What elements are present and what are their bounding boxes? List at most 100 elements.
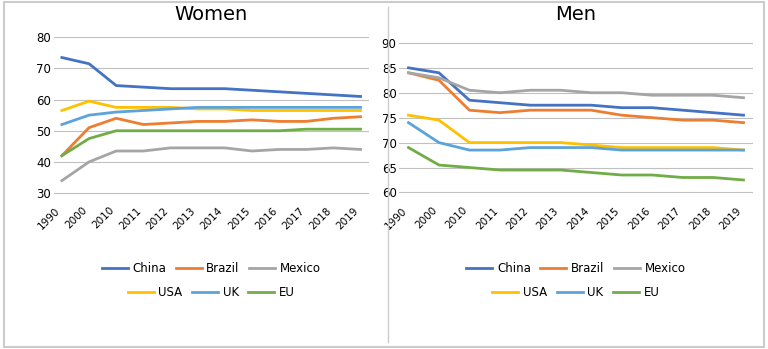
Legend: USA, UK, EU: USA, UK, EU (488, 282, 664, 304)
USA (166, 105, 175, 110)
Brazil (678, 118, 687, 122)
EU (302, 127, 311, 131)
Brazil (329, 116, 338, 120)
Line: EU: EU (62, 129, 360, 156)
USA (404, 113, 413, 117)
EU (678, 176, 687, 180)
Line: USA: USA (409, 115, 743, 150)
UK (139, 109, 148, 113)
Mexico (526, 88, 535, 92)
China (617, 106, 626, 110)
UK (302, 105, 311, 110)
Brazil (356, 114, 365, 119)
USA (58, 109, 67, 113)
USA (678, 146, 687, 150)
China (111, 83, 121, 88)
Mexico (708, 93, 717, 97)
Brazil (495, 111, 505, 115)
UK (647, 148, 657, 152)
UK (404, 120, 413, 125)
Line: China: China (62, 58, 360, 96)
China (647, 106, 657, 110)
China (708, 111, 717, 115)
Brazil (435, 78, 444, 82)
China (193, 87, 202, 91)
China (356, 94, 365, 98)
USA (111, 105, 121, 110)
USA (587, 143, 596, 147)
UK (84, 113, 94, 117)
UK (220, 105, 230, 110)
USA (220, 107, 230, 111)
China (526, 103, 535, 107)
Line: UK: UK (62, 107, 360, 125)
Mexico (111, 149, 121, 153)
UK (617, 148, 626, 152)
Mexico (166, 146, 175, 150)
EU (556, 168, 565, 172)
Brazil (465, 108, 474, 112)
EU (166, 129, 175, 133)
UK (587, 146, 596, 150)
Mexico (739, 96, 748, 100)
Mexico (465, 88, 474, 92)
Brazil (302, 119, 311, 124)
Mexico (678, 93, 687, 97)
Mexico (84, 160, 94, 164)
China (587, 103, 596, 107)
EU (526, 168, 535, 172)
Brazil (274, 119, 283, 124)
UK (58, 122, 67, 127)
EU (84, 136, 94, 141)
USA (247, 109, 257, 113)
Brazil (526, 108, 535, 112)
EU (647, 173, 657, 177)
UK (356, 105, 365, 110)
EU (58, 154, 67, 158)
Mexico (139, 149, 148, 153)
Mexico (404, 71, 413, 75)
UK (111, 110, 121, 114)
China (247, 88, 257, 92)
EU (111, 129, 121, 133)
EU (708, 176, 717, 180)
Mexico (58, 179, 67, 183)
Line: EU: EU (409, 148, 743, 180)
USA (495, 141, 505, 145)
Mexico (220, 146, 230, 150)
Brazil (58, 154, 67, 158)
UK (678, 148, 687, 152)
China (329, 93, 338, 97)
USA (302, 109, 311, 113)
Mexico (329, 146, 338, 150)
EU (193, 129, 202, 133)
UK (274, 105, 283, 110)
China (166, 87, 175, 91)
China (302, 91, 311, 96)
UK (556, 146, 565, 150)
EU (739, 178, 748, 182)
EU (329, 127, 338, 131)
Brazil (139, 122, 148, 127)
Brazil (647, 116, 657, 120)
Mexico (495, 91, 505, 95)
USA (617, 146, 626, 150)
Title: Men: Men (555, 5, 597, 24)
Brazil (193, 119, 202, 124)
China (274, 90, 283, 94)
USA (465, 141, 474, 145)
Mexico (302, 147, 311, 151)
China (739, 113, 748, 117)
Brazil (587, 108, 596, 112)
UK (193, 105, 202, 110)
USA (435, 118, 444, 122)
China (465, 98, 474, 102)
China (84, 62, 94, 66)
Brazil (84, 126, 94, 130)
China (435, 71, 444, 75)
EU (274, 129, 283, 133)
Title: Women: Women (174, 5, 248, 24)
EU (356, 127, 365, 131)
Mexico (556, 88, 565, 92)
Brazil (220, 119, 230, 124)
